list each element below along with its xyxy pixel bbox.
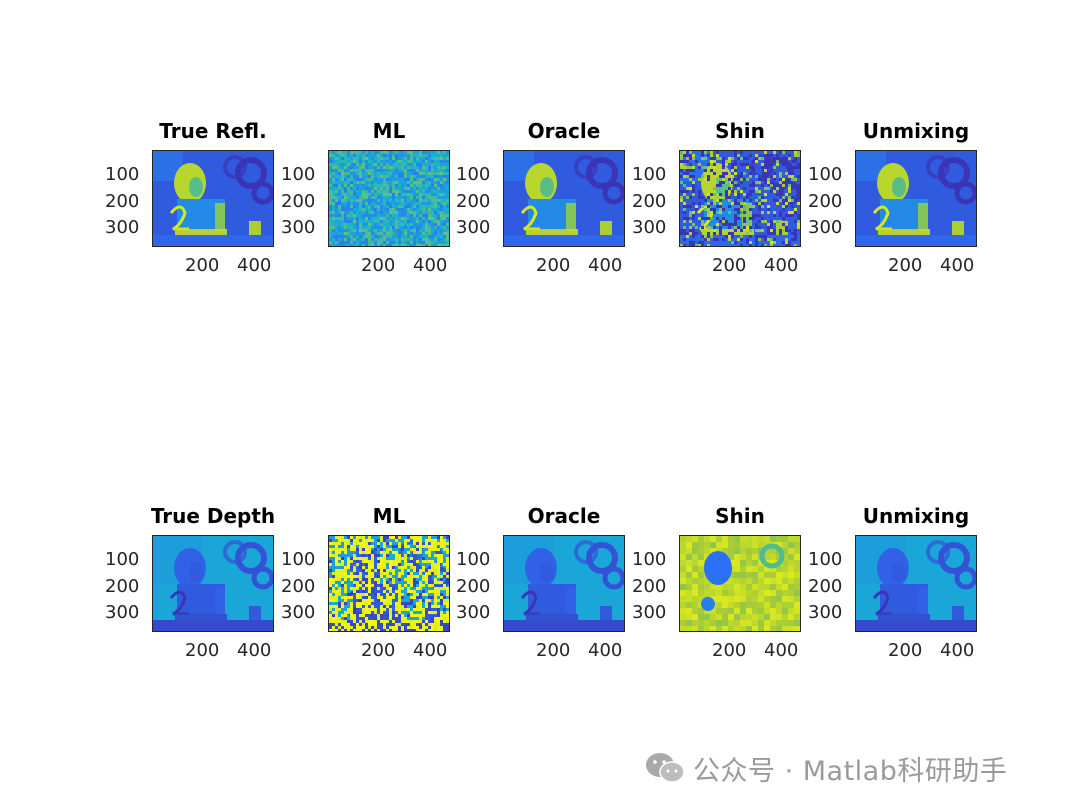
y-tick-label: 300 <box>632 602 667 623</box>
heatmap-pixels <box>153 536 273 631</box>
y-tick-label: 100 <box>808 164 843 185</box>
y-tick-label: 300 <box>456 217 491 238</box>
y-tick-label: 200 <box>456 575 491 597</box>
heatmap-image <box>503 535 625 632</box>
x-tick-label: 400 <box>940 255 975 276</box>
heatmap-image <box>855 150 977 247</box>
x-tick-label: 200 <box>185 640 220 661</box>
heatmap-pixels <box>329 151 449 246</box>
x-tick-label: 200 <box>712 255 747 276</box>
x-tick-label: 200 <box>536 255 571 276</box>
heatmap-image <box>152 535 274 632</box>
y-tick-label: 100 <box>456 164 491 185</box>
y-tick-label: 100 <box>105 549 140 570</box>
heatmap-pixels <box>856 151 976 246</box>
x-tick-label: 200 <box>712 640 747 661</box>
heatmap-pixels <box>329 536 449 631</box>
heatmap-pixels <box>504 151 624 246</box>
y-tick-label: 200 <box>632 575 667 597</box>
panel-title: Unmixing <box>862 504 970 528</box>
y-tick-label: 200 <box>105 190 140 212</box>
panel-title: Shin <box>715 119 765 143</box>
heatmap-pixels <box>680 536 800 631</box>
heatmap-pixels <box>856 536 976 631</box>
x-tick-label: 400 <box>413 640 448 661</box>
y-tick-label: 100 <box>281 164 316 185</box>
y-tick-label: 100 <box>632 164 667 185</box>
y-tick-label: 300 <box>808 217 843 238</box>
panel-title: Unmixing <box>862 119 970 143</box>
x-tick-label: 400 <box>413 255 448 276</box>
heatmap-image <box>328 150 450 247</box>
y-tick-label: 300 <box>808 602 843 623</box>
y-tick-label: 200 <box>632 190 667 212</box>
x-tick-label: 200 <box>185 255 220 276</box>
heatmap-pixels <box>680 151 800 246</box>
y-tick-label: 300 <box>632 217 667 238</box>
x-tick-label: 400 <box>237 640 272 661</box>
panel-title: ML <box>372 119 406 143</box>
x-tick-label: 400 <box>588 640 623 661</box>
x-tick-label: 400 <box>940 640 975 661</box>
panel-title: True Depth <box>150 504 276 528</box>
y-tick-label: 100 <box>808 549 843 570</box>
watermark-text: 公众号 · Matlab科研助手 <box>693 755 1008 787</box>
heatmap-image <box>503 150 625 247</box>
y-tick-label: 200 <box>281 575 316 597</box>
y-tick-label: 200 <box>456 190 491 212</box>
y-tick-label: 300 <box>105 602 140 623</box>
watermark: 公众号 · Matlab科研助手 <box>645 748 1007 788</box>
y-tick-label: 300 <box>105 217 140 238</box>
x-tick-label: 400 <box>764 255 799 276</box>
x-tick-label: 400 <box>237 255 272 276</box>
y-tick-label: 100 <box>456 549 491 570</box>
panel-title: Shin <box>715 504 765 528</box>
x-tick-label: 400 <box>764 640 799 661</box>
heatmap-image <box>679 150 801 247</box>
y-tick-label: 200 <box>105 575 140 597</box>
x-tick-label: 200 <box>536 640 571 661</box>
y-tick-label: 300 <box>281 602 316 623</box>
heatmap-image <box>328 535 450 632</box>
y-tick-label: 200 <box>281 190 316 212</box>
y-tick-label: 300 <box>281 217 316 238</box>
y-tick-label: 100 <box>281 549 316 570</box>
heatmap-pixels <box>153 151 273 246</box>
heatmap-image <box>855 535 977 632</box>
x-tick-label: 400 <box>588 255 623 276</box>
y-tick-label: 100 <box>105 164 140 185</box>
heatmap-image <box>679 535 801 632</box>
x-tick-label: 200 <box>888 255 923 276</box>
panel-title: Oracle <box>527 504 601 528</box>
panel-title: Oracle <box>527 119 601 143</box>
y-tick-label: 100 <box>632 549 667 570</box>
y-tick-label: 200 <box>808 575 843 597</box>
x-tick-label: 200 <box>888 640 923 661</box>
heatmap-image <box>152 150 274 247</box>
x-tick-label: 200 <box>361 255 396 276</box>
y-tick-label: 200 <box>808 190 843 212</box>
panel-title: True Refl. <box>159 119 267 143</box>
y-tick-label: 300 <box>456 602 491 623</box>
x-tick-label: 200 <box>361 640 396 661</box>
heatmap-pixels <box>504 536 624 631</box>
panel-title: ML <box>372 504 406 528</box>
wechat-icon <box>646 753 685 783</box>
